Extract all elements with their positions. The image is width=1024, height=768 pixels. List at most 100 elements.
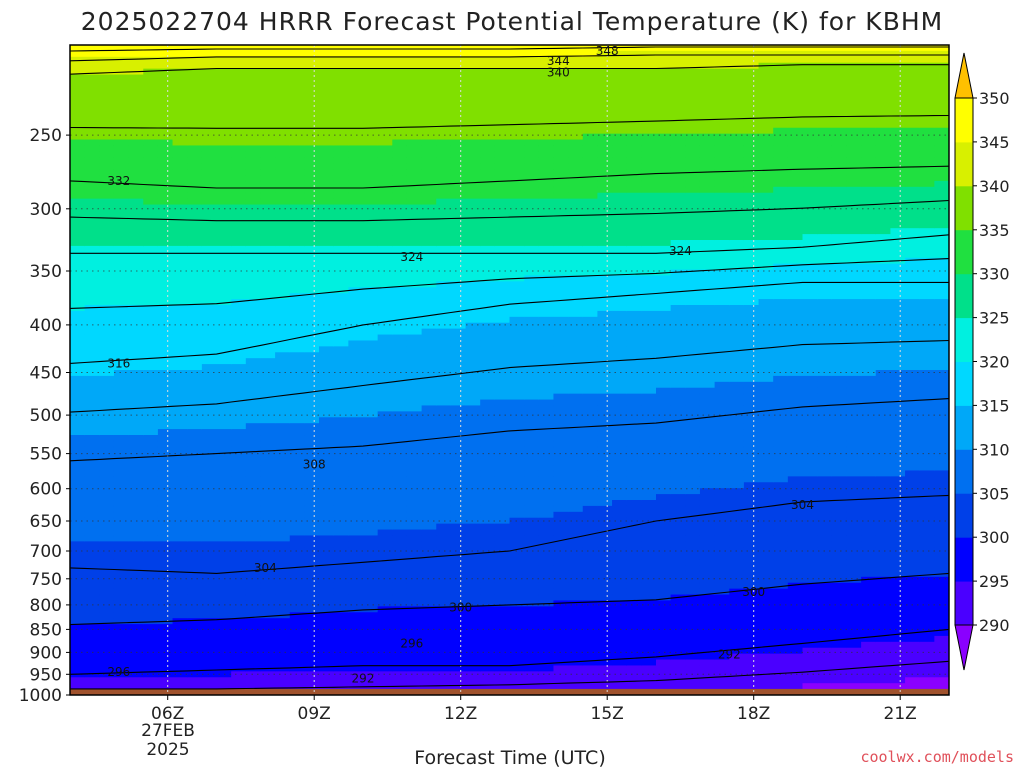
theta-cell	[245, 659, 262, 667]
theta-cell	[113, 641, 130, 649]
theta-cell	[333, 635, 349, 643]
theta-cell	[568, 293, 584, 300]
theta-cell	[201, 328, 218, 336]
theta-cell	[304, 624, 320, 631]
theta-cell	[626, 222, 642, 229]
theta-cell	[699, 275, 716, 282]
theta-cell	[450, 553, 467, 560]
theta-cell	[363, 624, 379, 631]
theta-cell	[172, 683, 188, 690]
theta-cell	[494, 565, 511, 572]
theta-cell	[568, 381, 584, 389]
theta-cell	[568, 647, 584, 655]
theta-cell	[509, 287, 525, 294]
theta-cell	[333, 464, 349, 472]
theta-cell	[641, 74, 657, 82]
theta-cell	[421, 565, 437, 572]
theta-cell	[143, 293, 159, 300]
theta-cell	[612, 251, 628, 259]
theta-cell	[84, 352, 100, 359]
theta-cell	[143, 470, 159, 477]
theta-cell	[597, 62, 613, 70]
theta-cell	[582, 110, 598, 117]
theta-cell	[480, 50, 496, 58]
theta-cell	[377, 198, 393, 206]
theta-cell	[304, 104, 320, 111]
theta-cell	[582, 683, 598, 690]
theta-cell	[157, 334, 174, 342]
theta-cell	[275, 198, 291, 206]
theta-cell	[304, 240, 320, 247]
theta-cell	[406, 647, 423, 655]
theta-cell	[465, 133, 481, 141]
theta-cell	[187, 446, 203, 454]
theta-cell	[524, 62, 540, 70]
theta-cell	[70, 364, 86, 371]
theta-cell	[656, 334, 672, 342]
theta-cell	[670, 488, 686, 495]
theta-cell	[289, 659, 305, 667]
theta-cell	[641, 145, 657, 152]
theta-cell	[538, 133, 555, 141]
theta-cell	[333, 316, 349, 324]
theta-cell	[113, 145, 130, 152]
theta-cell	[699, 98, 716, 105]
theta-cell	[568, 228, 584, 235]
theta-cell	[670, 635, 686, 643]
theta-cell	[99, 204, 115, 212]
theta-cell	[289, 464, 305, 472]
theta-cell	[172, 482, 188, 489]
theta-cell	[538, 240, 555, 247]
theta-cell	[304, 115, 320, 123]
theta-cell	[656, 299, 672, 306]
theta-cell	[465, 399, 481, 407]
theta-cell	[319, 370, 335, 377]
theta-cell	[612, 92, 628, 99]
theta-cell	[333, 352, 349, 359]
theta-cell	[99, 92, 115, 99]
theta-cell	[509, 310, 525, 318]
theta-cell	[99, 310, 115, 318]
theta-cell	[582, 393, 598, 401]
theta-cell	[641, 600, 657, 607]
theta-cell	[670, 482, 686, 489]
theta-cell	[612, 62, 628, 70]
theta-cell	[494, 576, 511, 584]
theta-cell	[172, 452, 188, 460]
theta-cell	[143, 86, 159, 93]
theta-cell	[641, 115, 657, 123]
theta-cell	[436, 482, 452, 489]
theta-cell	[465, 234, 481, 241]
theta-cell	[450, 594, 467, 602]
theta-cell	[363, 281, 379, 288]
theta-cell	[699, 322, 716, 330]
theta-cell	[524, 110, 540, 117]
theta-cell	[714, 222, 730, 229]
theta-cell	[626, 612, 642, 619]
theta-cell	[450, 635, 467, 643]
theta-cell	[319, 80, 335, 87]
theta-cell	[480, 553, 496, 560]
theta-cell	[524, 234, 540, 241]
theta-cell	[450, 618, 467, 625]
theta-cell	[304, 458, 320, 466]
theta-cell	[626, 275, 642, 282]
theta-cell	[245, 216, 262, 223]
theta-cell	[509, 281, 525, 288]
theta-cell	[685, 45, 701, 52]
theta-cell	[99, 488, 115, 495]
theta-cell	[245, 381, 262, 389]
theta-cell	[670, 529, 686, 537]
theta-cell	[99, 328, 115, 336]
theta-cell	[333, 387, 349, 395]
theta-cell	[641, 494, 657, 501]
theta-cell	[201, 133, 218, 141]
theta-cell	[304, 263, 320, 271]
theta-cell	[113, 565, 130, 572]
theta-cell	[553, 594, 569, 602]
theta-cell	[538, 210, 555, 217]
theta-cell	[729, 240, 745, 247]
theta-cell	[421, 346, 437, 353]
theta-cell	[670, 346, 686, 353]
theta-cell	[275, 340, 291, 347]
